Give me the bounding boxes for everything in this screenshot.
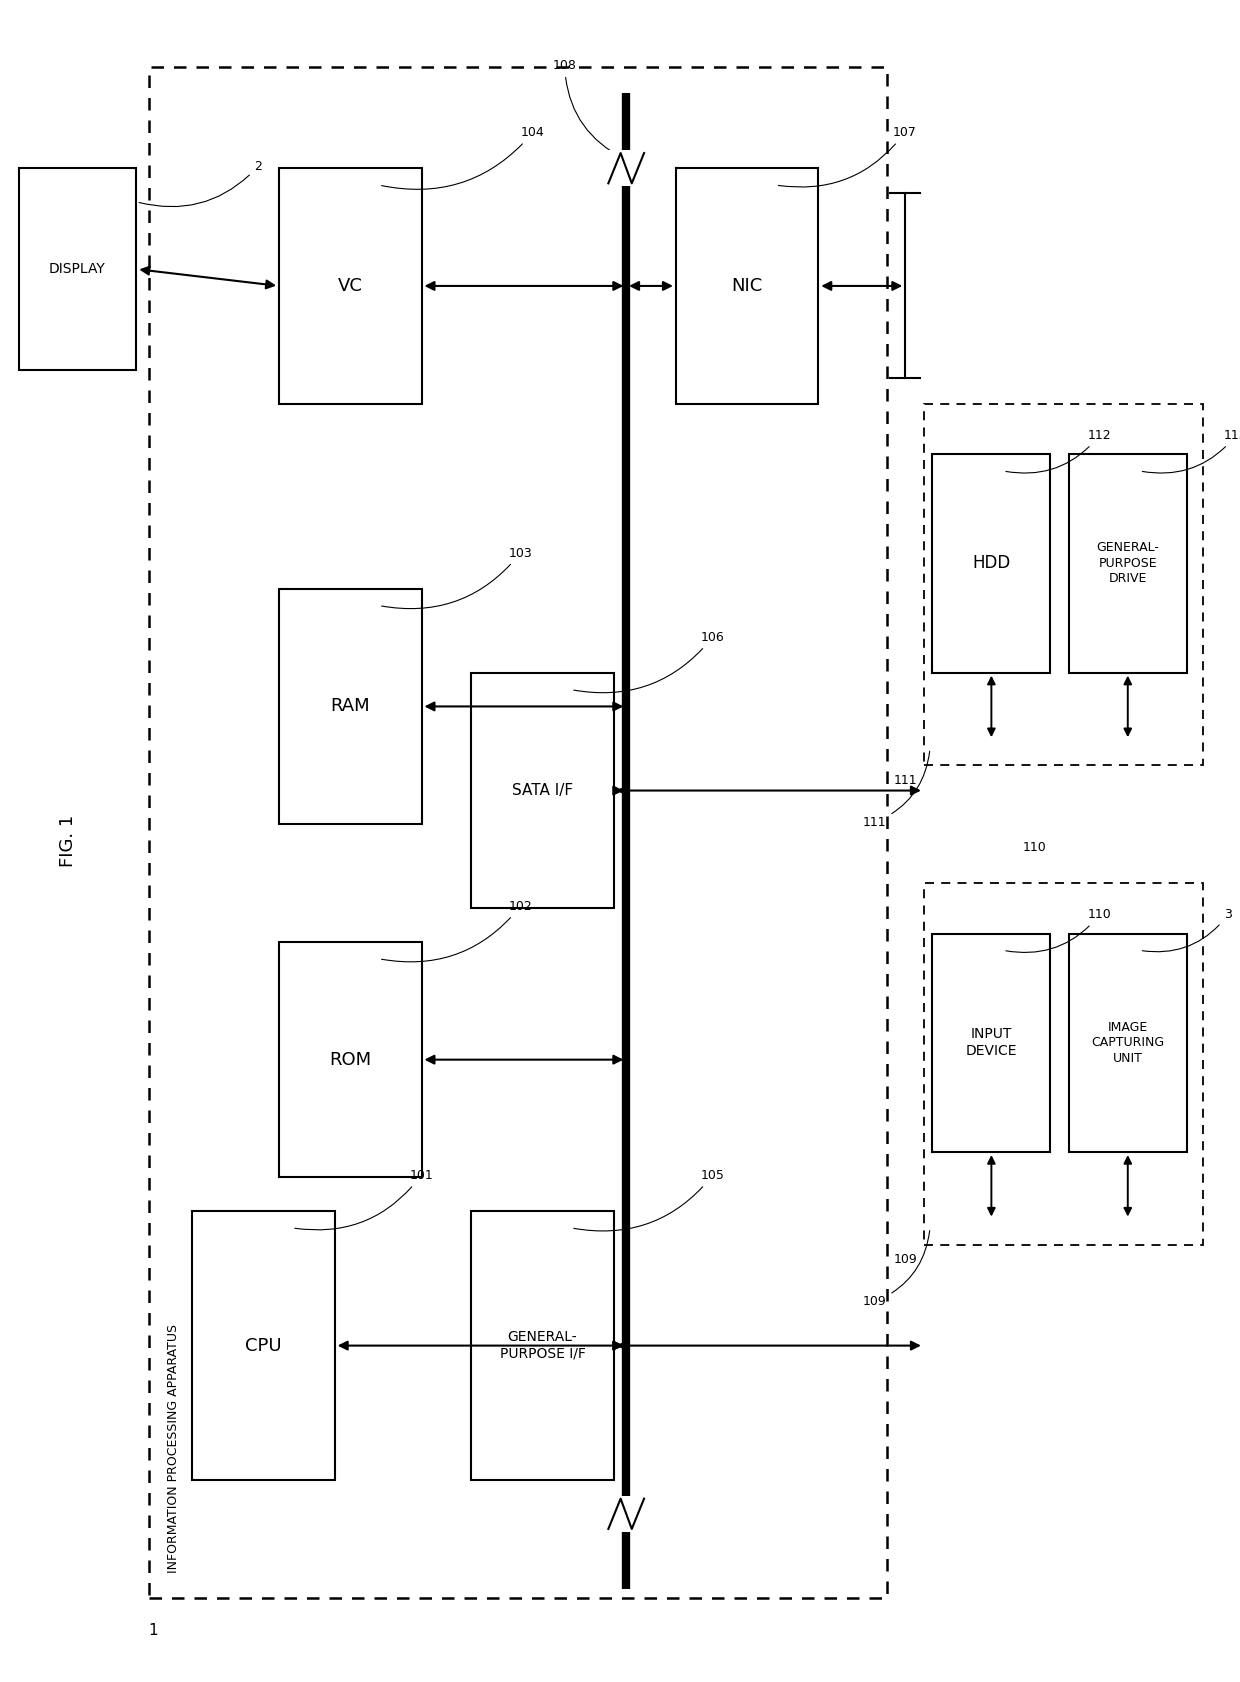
Text: 105: 105 bbox=[574, 1169, 724, 1231]
Text: GENERAL-
PURPOSE
DRIVE: GENERAL- PURPOSE DRIVE bbox=[1096, 542, 1159, 585]
Text: 113: 113 bbox=[1142, 429, 1240, 473]
Bar bbox=[932, 454, 1050, 673]
Text: ROM: ROM bbox=[330, 1051, 371, 1068]
Text: FIG. 1: FIG. 1 bbox=[60, 814, 77, 868]
Bar bbox=[1069, 454, 1187, 673]
Bar bbox=[192, 1211, 335, 1480]
Text: 111: 111 bbox=[863, 752, 930, 829]
Text: 102: 102 bbox=[382, 900, 532, 962]
Bar bbox=[924, 883, 1203, 1245]
Text: HDD: HDD bbox=[972, 555, 1011, 572]
Text: 101: 101 bbox=[295, 1169, 433, 1230]
Text: INPUT
DEVICE: INPUT DEVICE bbox=[966, 1028, 1017, 1058]
Text: SATA I/F: SATA I/F bbox=[512, 784, 573, 797]
Text: 110: 110 bbox=[1023, 841, 1047, 854]
Text: NIC: NIC bbox=[732, 278, 763, 294]
Text: 107: 107 bbox=[779, 126, 916, 187]
Text: 109: 109 bbox=[894, 1253, 918, 1267]
Text: DISPLAY: DISPLAY bbox=[50, 262, 105, 276]
Bar bbox=[604, 1495, 649, 1532]
Text: 110: 110 bbox=[1006, 908, 1111, 952]
Text: 104: 104 bbox=[382, 126, 544, 190]
Bar bbox=[924, 404, 1203, 765]
Bar bbox=[604, 150, 649, 187]
Text: 108: 108 bbox=[553, 59, 624, 158]
Text: 109: 109 bbox=[863, 1231, 930, 1309]
Bar bbox=[471, 673, 614, 908]
Text: IMAGE
CAPTURING
UNIT: IMAGE CAPTURING UNIT bbox=[1091, 1021, 1164, 1065]
Text: 1: 1 bbox=[149, 1623, 159, 1638]
Text: 112: 112 bbox=[1006, 429, 1111, 473]
Bar bbox=[932, 934, 1050, 1152]
Bar bbox=[471, 1211, 614, 1480]
Text: RAM: RAM bbox=[331, 698, 370, 715]
Text: 111: 111 bbox=[894, 774, 918, 787]
Text: INFORMATION PROCESSING APPARATUS: INFORMATION PROCESSING APPARATUS bbox=[167, 1324, 180, 1573]
Bar bbox=[1069, 934, 1187, 1152]
Bar bbox=[279, 942, 422, 1177]
Bar bbox=[279, 589, 422, 824]
Text: 2: 2 bbox=[139, 160, 262, 207]
Bar bbox=[676, 168, 818, 404]
Bar bbox=[279, 168, 422, 404]
Text: 103: 103 bbox=[382, 547, 532, 609]
Bar bbox=[19, 168, 136, 370]
Text: 106: 106 bbox=[574, 631, 724, 693]
Text: VC: VC bbox=[337, 278, 363, 294]
Text: GENERAL-
PURPOSE I/F: GENERAL- PURPOSE I/F bbox=[500, 1330, 585, 1361]
Bar bbox=[149, 67, 887, 1598]
Text: CPU: CPU bbox=[246, 1337, 281, 1354]
Text: 3: 3 bbox=[1142, 908, 1231, 952]
